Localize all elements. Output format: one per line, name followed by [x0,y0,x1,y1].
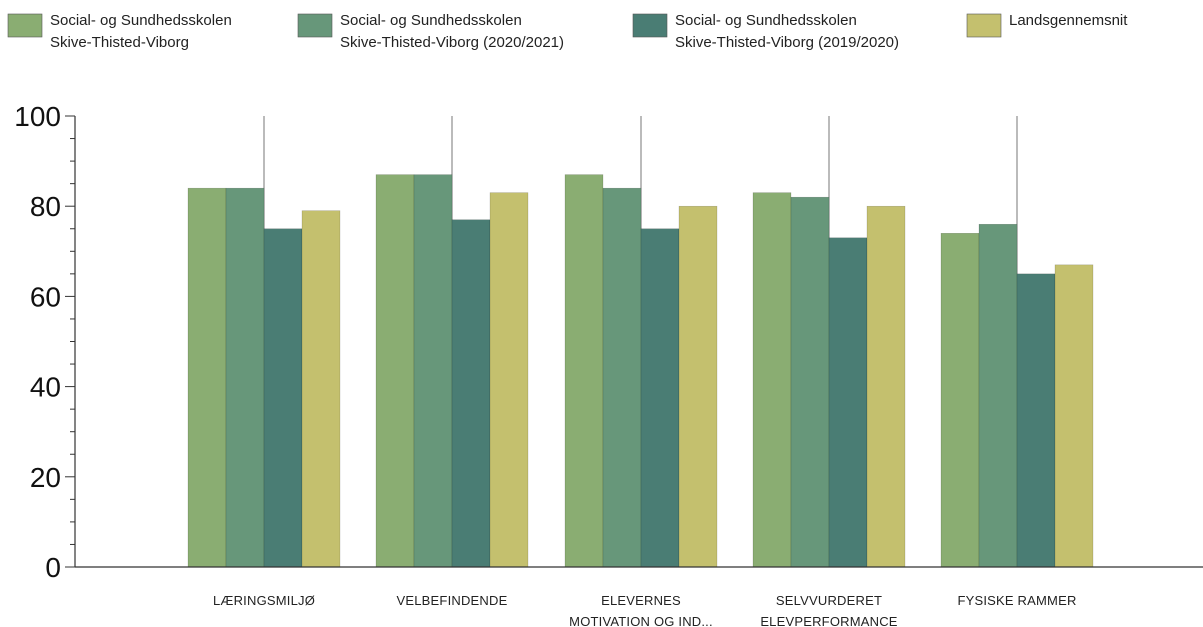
x-tick-label: ELEVPERFORMANCE [760,614,897,627]
legend-swatch [7,13,43,38]
bars [187,174,1094,568]
x-tick-label: VELBEFINDENDE [397,593,508,608]
bar [752,192,792,568]
legend: Social- og Sundhedsskolen Skive-Thisted-V… [7,12,1128,51]
y-tick-label: 100 [14,101,61,132]
legend-label: Skive-Thisted-Viborg (2019/2020) [675,34,899,51]
bar [790,196,830,568]
x-tick-label: LÆRINGSMILJØ [213,593,315,608]
y-tick-label: 40 [30,372,61,403]
legend-label: Social- og Sundhedsskolen [340,12,522,29]
bar [940,233,980,568]
bar [866,205,906,568]
legend-swatch [297,13,333,38]
x-tick-label: ELEVERNES [601,593,681,608]
bar [375,174,415,568]
legend-label: Social- og Sundhedsskolen [675,12,857,29]
x-tick-label: FYSISKE RAMMER [957,593,1076,608]
y-axis-ticks: 0 20 40 60 80 100 [14,101,75,583]
legend-item: Landsgennemsnit [966,12,1128,38]
legend-swatch [632,13,668,38]
legend-item: Social- og Sundhedsskolen Skive-Thisted-V… [7,12,232,51]
y-tick-label: 0 [45,552,61,583]
legend-item: Social- og Sundhedsskolen Skive-Thisted-V… [297,12,564,51]
legend-label: Landsgennemsnit [1009,12,1128,29]
y-tick-label: 80 [30,191,61,222]
x-axis-labels: LÆRINGSMILJØ VELBEFINDENDE ELEVERNES MOTIVA… [213,593,1076,627]
bar [451,219,491,568]
legend-label: Skive-Thisted-Viborg [50,34,189,51]
bar [1054,264,1094,568]
legend-item: Social- og Sundhedsskolen Skive-Thisted-V… [632,12,899,51]
bar [564,174,604,568]
bar [602,187,642,568]
legend-label: Social- og Sundhedsskolen [50,12,232,29]
legend-label: Skive-Thisted-Viborg (2020/2021) [340,34,564,51]
bar [413,174,453,568]
bar [489,192,529,568]
x-tick-label: MOTIVATION OG IND... [569,614,713,627]
bar [678,205,718,568]
x-tick-label: SELVVURDERET [776,593,882,608]
bar [978,223,1018,568]
bar [828,237,868,568]
bar [225,187,265,568]
y-tick-label: 20 [30,462,61,493]
bar [301,210,341,568]
legend-swatch [966,13,1002,38]
bar [640,228,680,568]
bar [187,187,227,568]
y-tick-label: 60 [30,281,61,312]
bar [1016,273,1056,568]
bar [263,228,303,568]
